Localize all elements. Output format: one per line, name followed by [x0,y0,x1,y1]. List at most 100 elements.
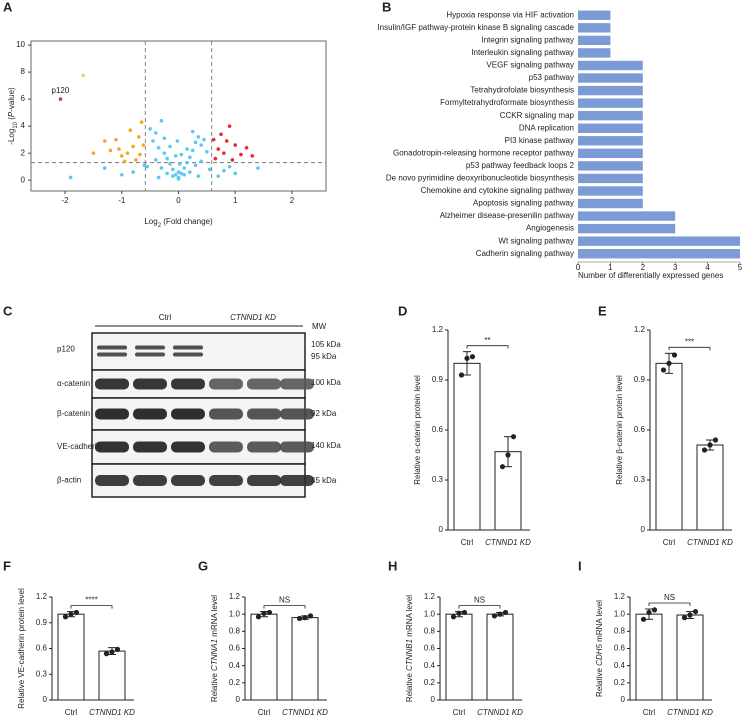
x-axis-label: Log2 (Fold change) [144,217,213,228]
category-label: Apoptosis signaling pathway [473,199,574,208]
significance-label: NS [664,593,675,602]
data-point [456,610,462,616]
data-point [461,609,468,616]
y-tick-label: 0.3 [432,475,444,484]
data-point [205,150,209,154]
category-label: VEGF signaling pathway [486,61,574,70]
data-point [128,128,133,132]
bar [98,650,126,701]
category-label: p53 pathway [529,73,574,82]
y-tick-label: 0 [621,695,626,704]
data-point [125,151,130,155]
blot-band [133,475,167,486]
y-axis-label: -Log10 (P-value) [7,87,18,145]
data-point [103,651,110,657]
x-tick-label: 2 [641,263,646,272]
category-label: De novo pyrimidine deoxyribonucleotide b… [386,174,574,183]
data-point [666,360,672,366]
mw-label: 105 kDa [311,340,341,349]
data-point [62,614,69,620]
y-tick-label: 0.3 [634,475,646,484]
significance-label: NS [474,596,485,605]
data-point [148,127,152,131]
significance-label: NS [279,596,290,605]
y-tick-label: 1.0 [229,609,241,618]
y-axis-label: Relative CTNNA1 mRNA level [210,595,219,702]
blot-band [95,475,129,486]
x-tick-label: 1 [233,196,238,205]
data-point [239,152,243,157]
mw-header: MW [312,322,327,331]
data-point [302,615,308,621]
row-label: p120 [57,345,75,354]
bar [635,613,663,701]
data-point [671,352,678,358]
label-part: ( [7,117,16,122]
y-tick-label: 0.6 [229,644,241,653]
bar [445,613,473,701]
data-point [154,131,158,135]
y-tick-label: 4 [21,121,26,130]
panel-letter: A [3,0,13,14]
y-tick-label: 1.2 [424,592,436,601]
blot-band [135,352,165,357]
blot-band [95,441,129,453]
x-tick-label: 0 [176,196,181,205]
data-point [108,148,113,153]
bar [453,362,481,531]
bar [578,198,643,209]
bar [655,362,683,531]
data-point [102,166,107,170]
group-label: Ctrl [159,313,172,322]
data-point [196,135,201,139]
data-point [458,372,465,378]
data-point [219,132,223,137]
x-tick-label: 5 [738,263,743,272]
significance-label: **** [85,596,97,605]
bar [578,123,643,133]
data-point [244,145,249,150]
x-tick-label: CTNND1 KD [89,708,135,717]
data-point [171,174,175,178]
bar [578,23,611,33]
y-tick-label: 0.8 [614,626,626,635]
y-tick-label: 1.0 [614,609,626,618]
y-axis-label: Relative CDH5 mRNA level [595,600,604,697]
data-point [261,610,267,616]
category-label: Formyltetrahydroformate biosynthesis [440,98,574,107]
x-tick-label: CTNND1 KD [667,708,713,717]
data-point [692,608,699,615]
data-point [190,148,195,153]
y-tick-label: 0.6 [432,425,444,434]
x-tick-label: 4 [705,263,710,272]
blot-band [247,408,281,420]
y-axis-label: Relative β-catenin protein level [615,375,624,485]
y-tick-label: 0.9 [36,618,48,627]
bar [578,98,643,108]
label-part: Relative [595,666,604,697]
y-tick-label: 0.6 [634,425,646,434]
label-part: Relative [210,671,219,702]
y-tick-label: 0.9 [432,375,444,384]
label-part: mRNA level [405,595,414,639]
bar [578,236,740,246]
data-point [233,171,238,176]
data-point [114,137,118,142]
data-point [136,135,141,139]
data-point [117,147,121,151]
y-tick-label: 0.2 [424,678,436,687]
data-point [185,160,189,165]
y-tick-label: 1.2 [614,592,626,601]
x-tick-label: Ctrl [65,708,78,717]
data-point [91,151,96,155]
bar [578,85,643,96]
y-tick-label: 0.4 [424,661,436,670]
data-point [68,175,73,180]
x-tick-label: Ctrl [643,708,656,717]
category-label: Tetrahydrofolate biosynthesis [470,86,574,95]
blot-band [133,378,167,390]
data-point [651,607,658,613]
blot-band [133,441,167,453]
y-tick-label: 0.8 [229,626,241,635]
data-point [58,97,63,101]
